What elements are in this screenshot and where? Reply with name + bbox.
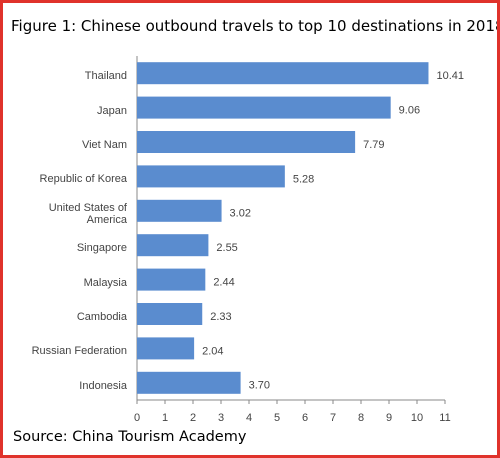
category-label: Cambodia	[76, 311, 127, 323]
value-label: 10.41	[436, 70, 464, 82]
value-label: 2.55	[216, 242, 237, 254]
value-label: 9.06	[399, 105, 420, 117]
x-tick-label: 10	[411, 412, 423, 424]
category-label: United States of America	[48, 201, 127, 226]
bar	[137, 131, 356, 153]
x-tick-label: 2	[190, 412, 196, 424]
category-label: Malaysia	[83, 276, 127, 289]
x-tick-label: 5	[274, 412, 280, 424]
bar	[137, 165, 285, 188]
chart-title: Figure 1: Chinese outbound travels to to…	[11, 17, 500, 35]
plot: 0 1 2 3 4 5 6 7 8 9 10 11 10.41 9.06 7.79 5.28 3.02 2.55 2…	[134, 56, 464, 424]
category-label: Indonesia	[79, 379, 127, 392]
x-tick-label: 11	[439, 412, 450, 424]
category-label: Thailand	[84, 70, 127, 83]
x-tick-label: 4	[246, 412, 252, 424]
bar	[137, 337, 195, 360]
x-tick-label: 1	[162, 412, 168, 424]
category-label: Singapore	[76, 242, 127, 255]
x-tick-label: 3	[218, 412, 224, 424]
value-label: 3.02	[230, 208, 251, 220]
value-label: 3.70	[249, 380, 270, 392]
x-tick-label: 8	[358, 412, 364, 424]
value-label: 2.33	[210, 311, 231, 323]
value-label: 5.28	[293, 173, 314, 185]
x-tick-label: 9	[386, 412, 392, 424]
bar	[137, 268, 206, 291]
bar	[137, 234, 209, 257]
category-label: Russian Federation	[31, 345, 127, 358]
value-label: 2.04	[202, 345, 223, 357]
value-label: 7.79	[363, 139, 384, 151]
bar	[137, 371, 241, 394]
category-label: Republic of Korea	[39, 173, 127, 186]
bar	[137, 96, 391, 119]
value-label: 2.44	[213, 277, 234, 289]
category-label: Japan	[97, 104, 127, 117]
x-tick-label: 0	[134, 412, 140, 424]
x-tick-label: 6	[302, 412, 308, 424]
bar	[137, 62, 429, 85]
bar	[137, 199, 222, 222]
source-note: Source: China Tourism Academy	[13, 429, 247, 445]
category-label: Viet Nam	[81, 139, 127, 151]
bar	[137, 303, 203, 325]
x-tick-label: 7	[330, 412, 336, 424]
